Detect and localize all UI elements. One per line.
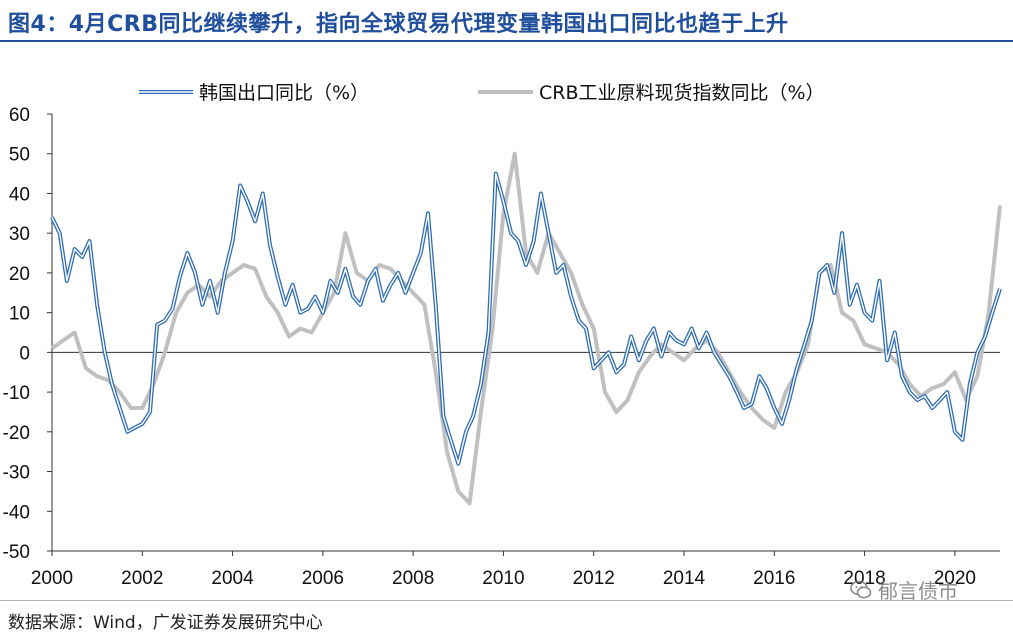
x-tick-label: 2016 <box>753 568 795 589</box>
x-tick-label: 2000 <box>31 568 73 589</box>
source-note: 数据来源：Wind，广发证券发展研究中心 <box>8 613 323 633</box>
series-line-crb <box>50 151 1002 506</box>
y-tick-label: 40 <box>9 184 30 205</box>
x-tick-label: 2006 <box>302 568 344 589</box>
line-chart: -50 -40 -30 -20 -10 0 10 20 30 40 50 60 2000 2002 2004… <box>3 82 1002 589</box>
footer-divider <box>0 600 1013 601</box>
x-tick-label: 2020 <box>934 568 976 589</box>
watermark-text: 郁言债市 <box>878 579 958 603</box>
y-tick-label: 30 <box>9 224 30 245</box>
y-tick-label: 10 <box>9 304 30 325</box>
x-tick-label: 2018 <box>843 568 885 589</box>
y-tick-label: 50 <box>9 145 30 166</box>
x-tick-label: 2008 <box>392 568 434 589</box>
x-tick-label: 2010 <box>482 568 524 589</box>
x-tick-label: 2004 <box>211 568 254 589</box>
y-tick-label: -10 <box>3 383 30 404</box>
y-tick-label: -30 <box>3 463 30 484</box>
y-tick-label: 20 <box>9 264 30 285</box>
chart-title: 图4：4月CRB同比继续攀升，指向全球贸易代理变量韩国出口同比也趋于上升 <box>8 12 789 37</box>
wechat-icon <box>850 580 872 598</box>
series-line-korea-inner <box>51 172 1001 465</box>
series-line-korea <box>50 171 1002 466</box>
watermark: 郁言债市 <box>850 575 958 604</box>
y-tick-label: 60 <box>9 105 30 126</box>
legend-label-crb: CRB工业原料现货指数同比（%） <box>539 82 825 104</box>
y-tick-label: 0 <box>19 343 30 364</box>
y-tick-label: -40 <box>3 502 30 523</box>
x-tick-label: 2014 <box>663 568 706 589</box>
title-divider <box>0 40 1013 42</box>
y-tick-label: -50 <box>3 542 30 563</box>
x-tick-label: 2012 <box>573 568 615 589</box>
x-tick-label: 2002 <box>121 568 163 589</box>
y-tick-label: -20 <box>3 423 30 444</box>
legend-label-korea: 韩国出口同比（%） <box>199 82 369 104</box>
